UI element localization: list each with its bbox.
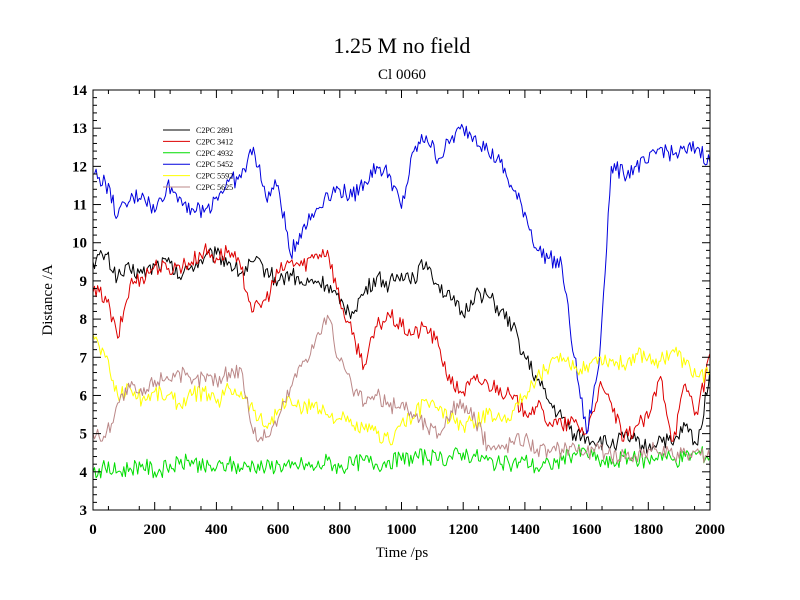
x-tick-label: 1600 [572, 522, 602, 538]
chart-title: 1.25 M no field [334, 33, 471, 58]
x-tick-label: 1400 [510, 522, 540, 538]
x-tick-label: 1000 [387, 522, 417, 538]
y-tick-label: 3 [80, 503, 88, 519]
x-tick-label: 1200 [448, 522, 478, 538]
x-tick-label: 600 [267, 522, 290, 538]
series-line-c2pc-5452 [93, 123, 711, 435]
y-tick-label: 9 [80, 274, 88, 290]
x-tick-label: 0 [89, 522, 97, 538]
y-tick-label: 8 [80, 312, 88, 328]
y-axis-label: Distance /A [40, 264, 56, 335]
y-tick-label: 11 [73, 198, 87, 214]
y-tick-label: 12 [72, 159, 87, 175]
series-line-c2pc-4932 [92, 444, 711, 479]
x-tick-label: 1800 [633, 522, 663, 538]
series-layer [92, 123, 711, 479]
legend-label: C2PC 3412 [196, 137, 233, 146]
y-tick-label: 6 [80, 388, 88, 404]
series-line-c2pc-5625 [92, 314, 711, 464]
y-tick-label: 13 [72, 121, 87, 137]
y-tick-label: 5 [80, 427, 88, 443]
legend-label: C2PC 5452 [196, 160, 233, 169]
legend-label: C2PC 4932 [196, 149, 233, 158]
tick-layer: 0 200 400 600 800 1000 1200 1400 1600 1800 2000 3 4 5… [72, 83, 725, 538]
series-line-c2pc-5592 [92, 334, 711, 446]
x-tick-label: 200 [143, 522, 166, 538]
y-tick-label: 10 [72, 236, 87, 252]
x-tick-label: 400 [205, 522, 228, 538]
chart-subtitle: Cl 0060 [378, 67, 426, 83]
plot-frame [92, 89, 711, 511]
legend-label: C2PC 5625 [196, 183, 233, 192]
x-axis-label: Time /ps [376, 545, 429, 561]
legend-label: C2PC 2891 [196, 126, 233, 135]
legend-label: C2PC 5592 [196, 172, 233, 181]
x-tick-label: 2000 [695, 522, 725, 538]
series-line-c2pc-2891 [92, 246, 711, 454]
y-tick-label: 7 [80, 350, 88, 366]
legend: C2PC 2891 C2PC 3412 C2PC 4932 C2PC 5452 C2PC… [163, 126, 233, 192]
y-tick-label: 14 [72, 83, 88, 99]
y-tick-label: 4 [80, 465, 88, 481]
x-tick-label: 800 [329, 522, 352, 538]
series-line-c2pc-3412 [92, 243, 711, 442]
